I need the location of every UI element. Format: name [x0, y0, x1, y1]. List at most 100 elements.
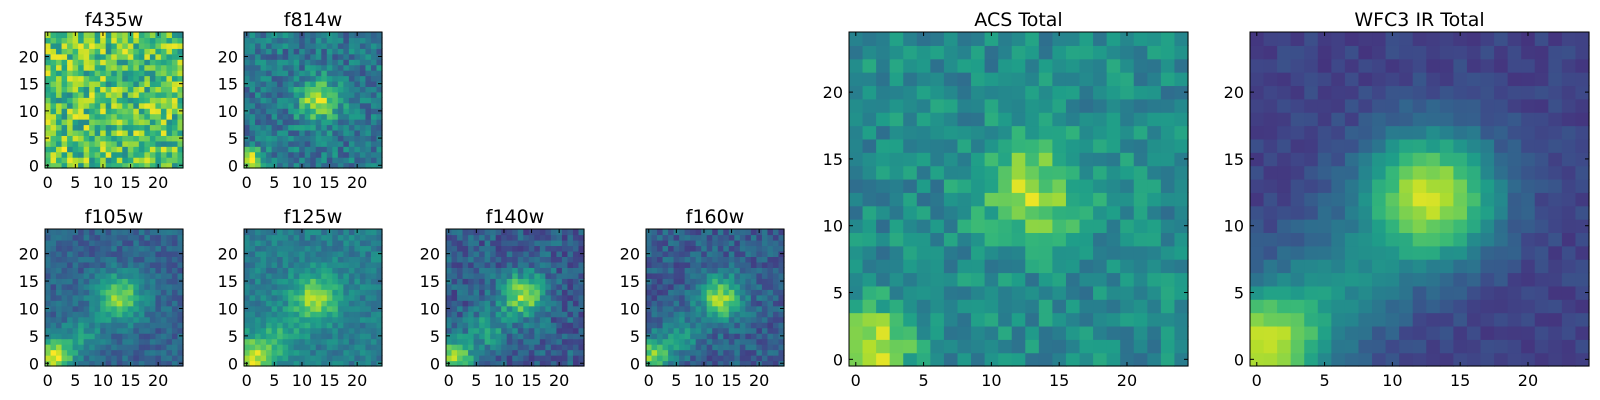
heatmap-cell: [1358, 285, 1373, 300]
heatmap-cell: [255, 256, 262, 263]
heatmap-cell: [1052, 138, 1067, 153]
heatmap-cell: [376, 239, 383, 247]
heatmap-cell: [348, 305, 355, 312]
heatmap-cell: [127, 311, 134, 318]
heatmap-cell: [105, 102, 112, 109]
heatmap-cell: [160, 80, 168, 87]
heatmap-cell: [523, 245, 530, 252]
heatmap-cell: [321, 311, 328, 318]
y-tick-label: 10: [420, 299, 440, 318]
heatmap-cell: [1480, 232, 1495, 247]
heatmap-cell: [1038, 325, 1053, 340]
heatmap-cell: [56, 239, 63, 247]
heatmap-cell: [523, 349, 530, 356]
heatmap-cell: [100, 64, 107, 71]
heatmap-cell: [244, 234, 251, 241]
heatmap-cell: [304, 239, 311, 247]
y-tick-label: 20: [19, 47, 39, 66]
heatmap-cell: [138, 124, 145, 131]
heatmap-cell: [177, 157, 184, 164]
heatmap-cell: [723, 355, 730, 362]
heatmap-cell: [534, 272, 541, 279]
heatmap-cell: [266, 256, 273, 263]
heatmap-cell: [778, 256, 785, 263]
heatmap-cell: [462, 316, 469, 323]
x-tick-label: 0: [851, 371, 861, 390]
heatmap-cell: [94, 140, 101, 147]
heatmap-cell: [1025, 245, 1040, 260]
heatmap-cell: [539, 267, 546, 274]
heatmap-cell: [1399, 285, 1414, 300]
heatmap-cell: [767, 245, 774, 252]
heatmap-cell: [100, 108, 107, 115]
heatmap-cell: [690, 256, 697, 263]
heatmap-cell: [750, 305, 757, 312]
heatmap-cell: [83, 151, 90, 158]
heatmap-cell: [260, 59, 267, 66]
heatmap-cell: [266, 157, 273, 164]
heatmap-cell: [1548, 352, 1563, 367]
heatmap-cell: [111, 135, 118, 142]
x-tick-label: 15: [721, 371, 741, 390]
heatmap-cell: [971, 352, 986, 367]
heatmap-cell: [89, 256, 96, 263]
heatmap-cell: [728, 234, 735, 241]
heatmap-cell: [111, 245, 118, 252]
heatmap-cell: [1453, 325, 1468, 340]
heatmap-cell: [343, 322, 350, 329]
heatmap-cell: [668, 272, 675, 279]
heatmap-cell: [266, 162, 273, 169]
heatmap-cell: [1548, 259, 1563, 274]
heatmap-cell: [1575, 219, 1590, 233]
heatmap-cell: [288, 124, 295, 131]
heatmap-cell: [495, 344, 502, 351]
heatmap-cell: [244, 129, 251, 136]
heatmap-cell: [255, 80, 262, 87]
heatmap-cell: [288, 239, 295, 247]
heatmap-cell: [67, 245, 74, 252]
heatmap-cell: [1385, 219, 1400, 233]
heatmap-cell: [45, 157, 52, 164]
heatmap-cell: [100, 250, 107, 257]
heatmap-cell: [304, 250, 311, 257]
heatmap-cell: [916, 58, 931, 73]
heatmap-cell: [1011, 232, 1026, 247]
heatmap-cell: [348, 140, 355, 147]
heatmap-cell: [67, 42, 74, 49]
heatmap-cell: [1038, 272, 1053, 287]
heatmap-cell: [282, 294, 289, 301]
heatmap-cell: [572, 245, 580, 252]
heatmap-cell: [376, 151, 383, 158]
heatmap-cell: [304, 355, 311, 362]
heatmap-cell: [138, 129, 145, 136]
heatmap-cell: [756, 355, 763, 362]
heatmap-cell: [105, 344, 112, 351]
heatmap-cell: [706, 267, 713, 274]
heatmap-cell: [556, 322, 563, 329]
heatmap-cell: [1079, 125, 1094, 140]
heatmap-cell: [337, 113, 344, 120]
heatmap-cell: [1120, 245, 1135, 260]
heatmap-cell: [767, 311, 774, 318]
heatmap-cell: [127, 70, 134, 77]
heatmap-cell: [310, 64, 317, 71]
heatmap-cell: [326, 53, 333, 60]
heatmap-cell: [957, 192, 972, 207]
heatmap-cell: [457, 360, 464, 367]
heatmap-cell: [310, 278, 317, 285]
heatmap-cell: [889, 125, 904, 140]
heatmap-cell: [1344, 299, 1360, 314]
heatmap-cell: [1507, 245, 1522, 260]
heatmap-cell: [56, 124, 63, 131]
heatmap-cell: [876, 245, 891, 260]
heatmap-cell: [299, 80, 306, 87]
heatmap-cell: [288, 338, 295, 345]
heatmap-cell: [767, 355, 774, 362]
heatmap-cell: [160, 42, 168, 49]
heatmap-cell: [728, 245, 735, 252]
heatmap-cell: [1160, 165, 1176, 180]
heatmap-cell: [310, 86, 317, 93]
heatmap-cell: [1439, 219, 1454, 233]
heatmap-cell: [1480, 219, 1495, 233]
heatmap-cell: [778, 322, 785, 329]
